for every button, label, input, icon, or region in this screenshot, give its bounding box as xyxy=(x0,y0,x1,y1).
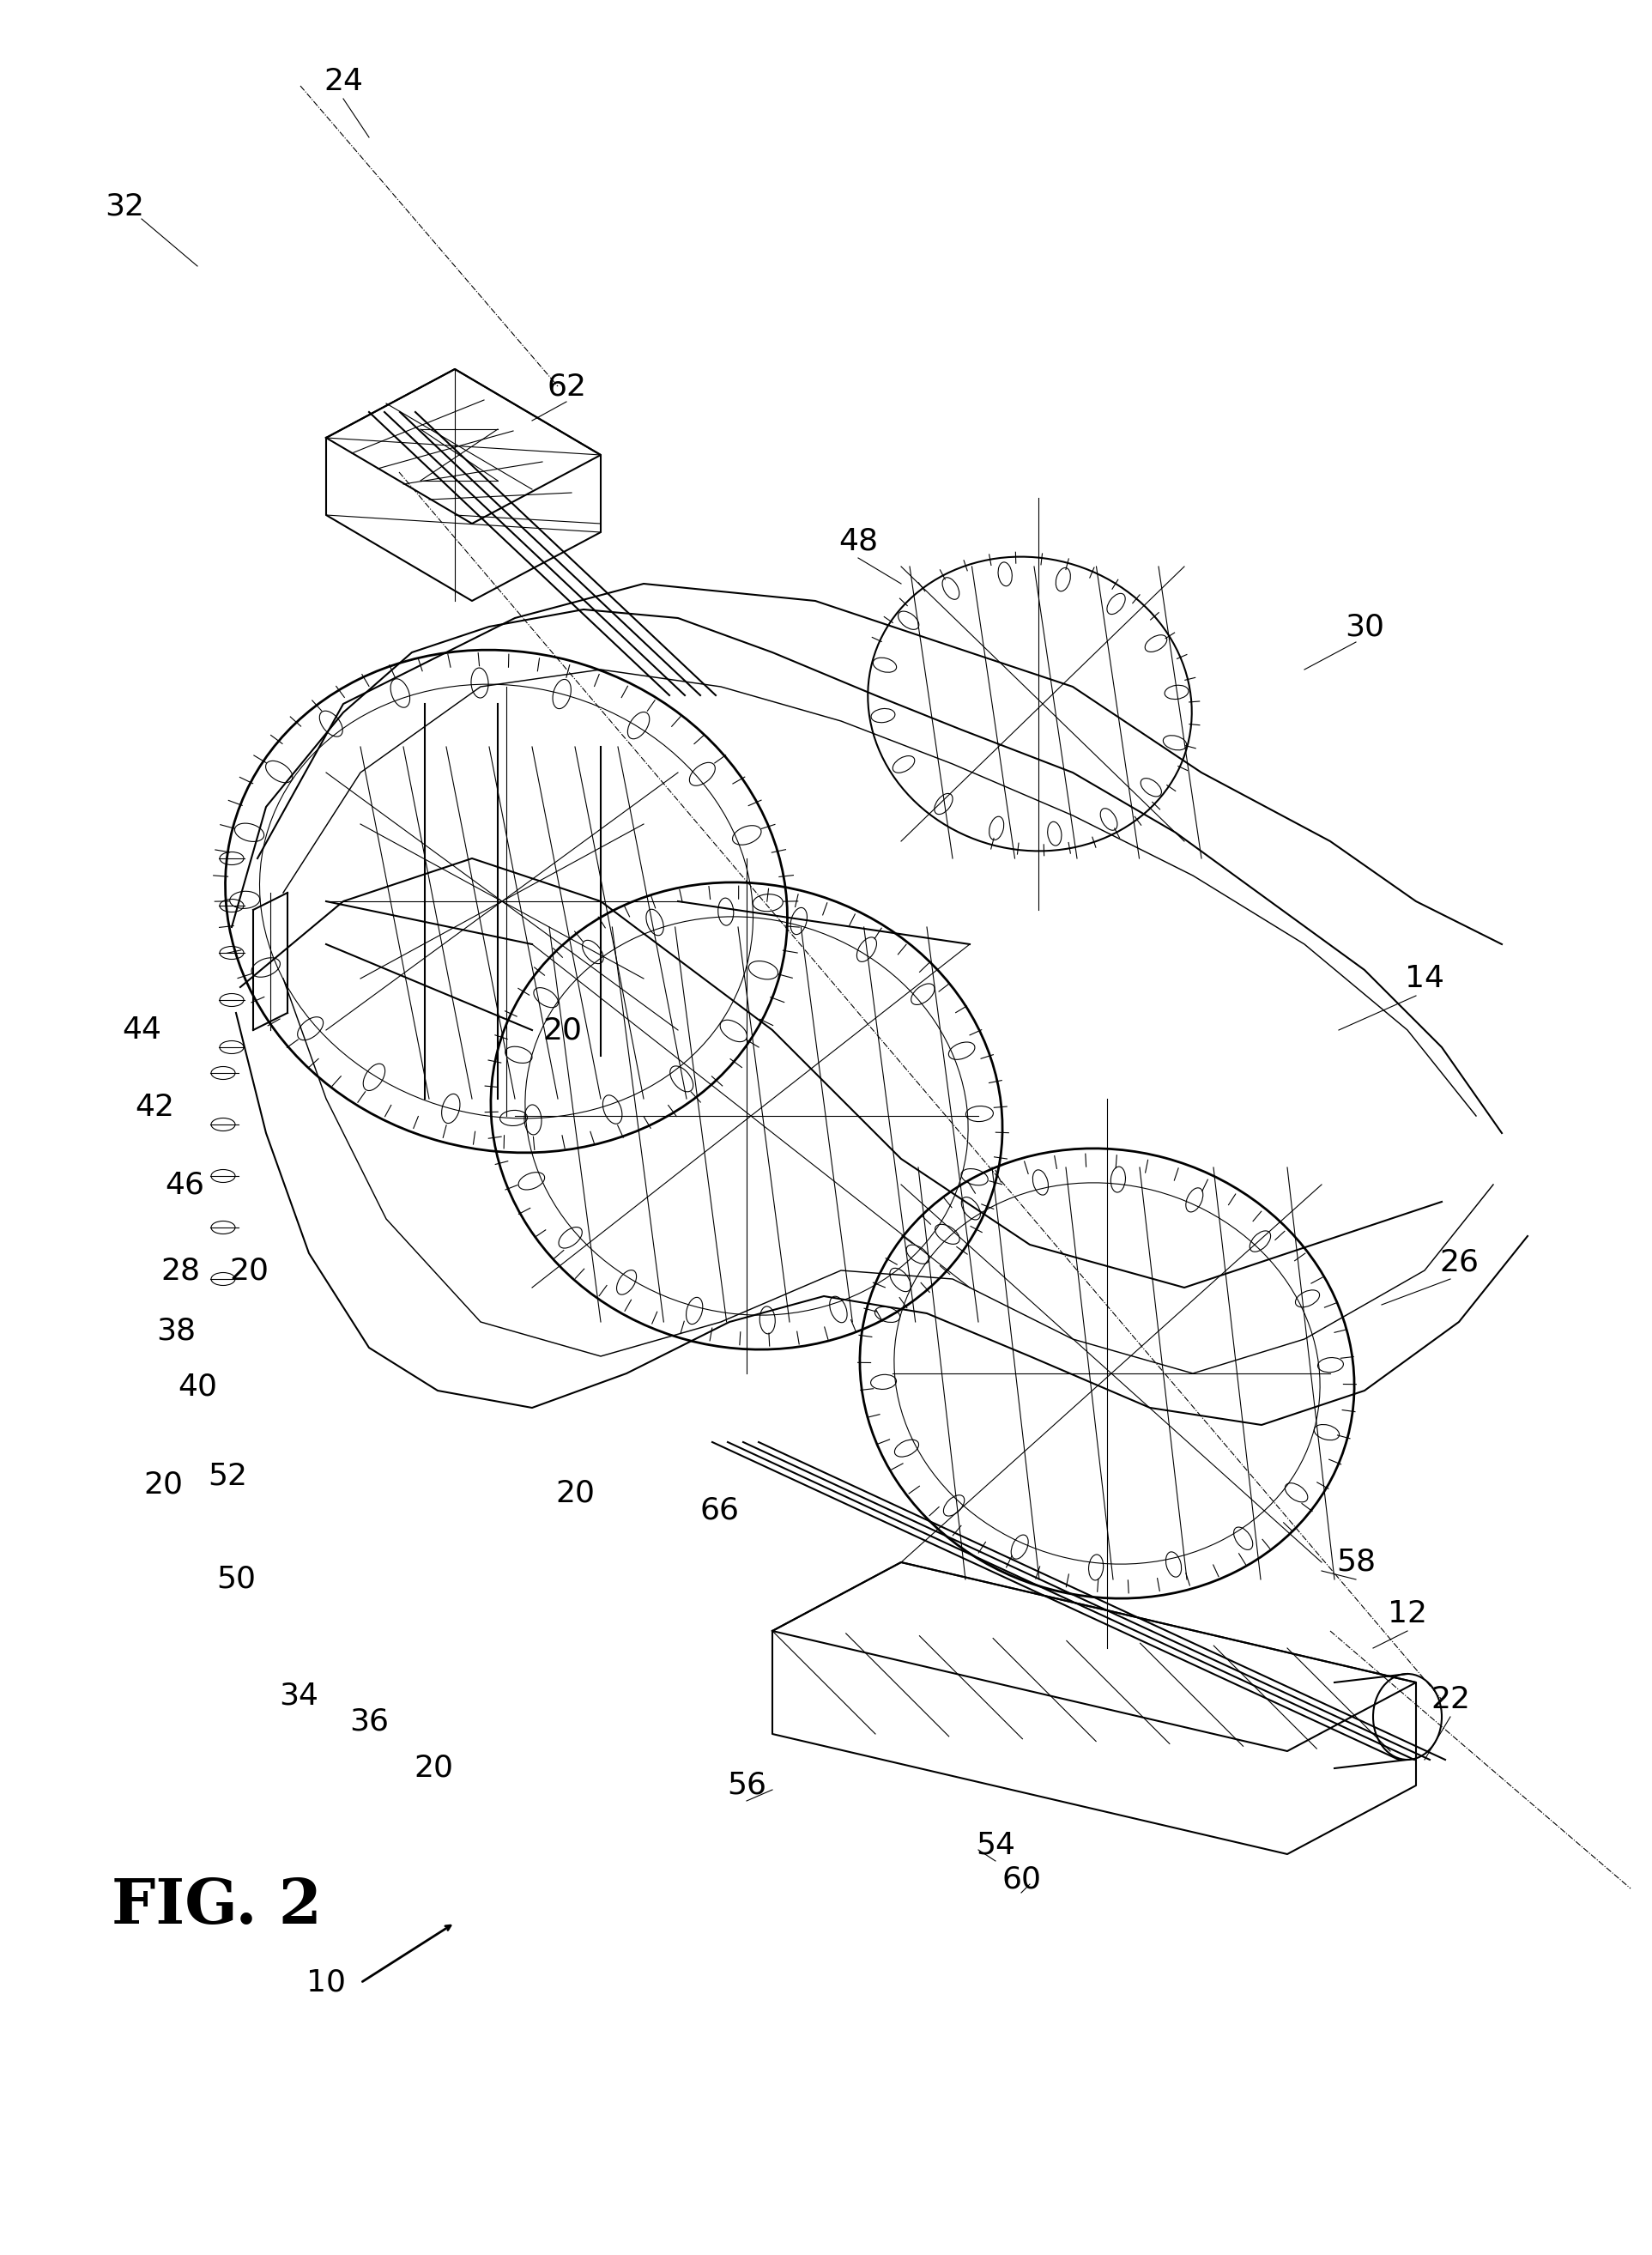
Text: 66: 66 xyxy=(699,1495,738,1524)
Text: 20: 20 xyxy=(230,1256,269,1285)
Text: 48: 48 xyxy=(839,525,877,555)
Text: 22: 22 xyxy=(1431,1684,1470,1714)
Text: 36: 36 xyxy=(349,1707,388,1736)
Text: 34: 34 xyxy=(279,1680,319,1709)
Text: 60: 60 xyxy=(1001,1865,1041,1894)
Text: 10: 10 xyxy=(306,1969,345,1998)
Text: 52: 52 xyxy=(208,1461,248,1491)
Text: 40: 40 xyxy=(178,1371,216,1400)
Text: 44: 44 xyxy=(122,1015,162,1044)
Text: 30: 30 xyxy=(1345,611,1384,640)
Text: 20: 20 xyxy=(555,1479,595,1509)
Text: 58: 58 xyxy=(1336,1547,1376,1576)
Text: 28: 28 xyxy=(160,1256,200,1285)
Text: 46: 46 xyxy=(165,1170,205,1200)
Text: 26: 26 xyxy=(1439,1247,1479,1276)
Text: 42: 42 xyxy=(135,1094,173,1123)
Text: 12: 12 xyxy=(1388,1599,1427,1628)
Text: 54: 54 xyxy=(976,1831,1016,1860)
Text: 14: 14 xyxy=(1404,963,1444,992)
Text: 20: 20 xyxy=(542,1015,582,1044)
Text: 20: 20 xyxy=(413,1754,453,1784)
Text: 56: 56 xyxy=(727,1770,767,1799)
Text: 24: 24 xyxy=(324,68,363,97)
Text: FIG. 2: FIG. 2 xyxy=(112,1876,322,1937)
Text: 20: 20 xyxy=(144,1470,183,1500)
Text: 32: 32 xyxy=(104,192,144,221)
Text: 50: 50 xyxy=(216,1565,256,1594)
Text: 38: 38 xyxy=(157,1317,195,1344)
Text: 62: 62 xyxy=(547,372,586,401)
